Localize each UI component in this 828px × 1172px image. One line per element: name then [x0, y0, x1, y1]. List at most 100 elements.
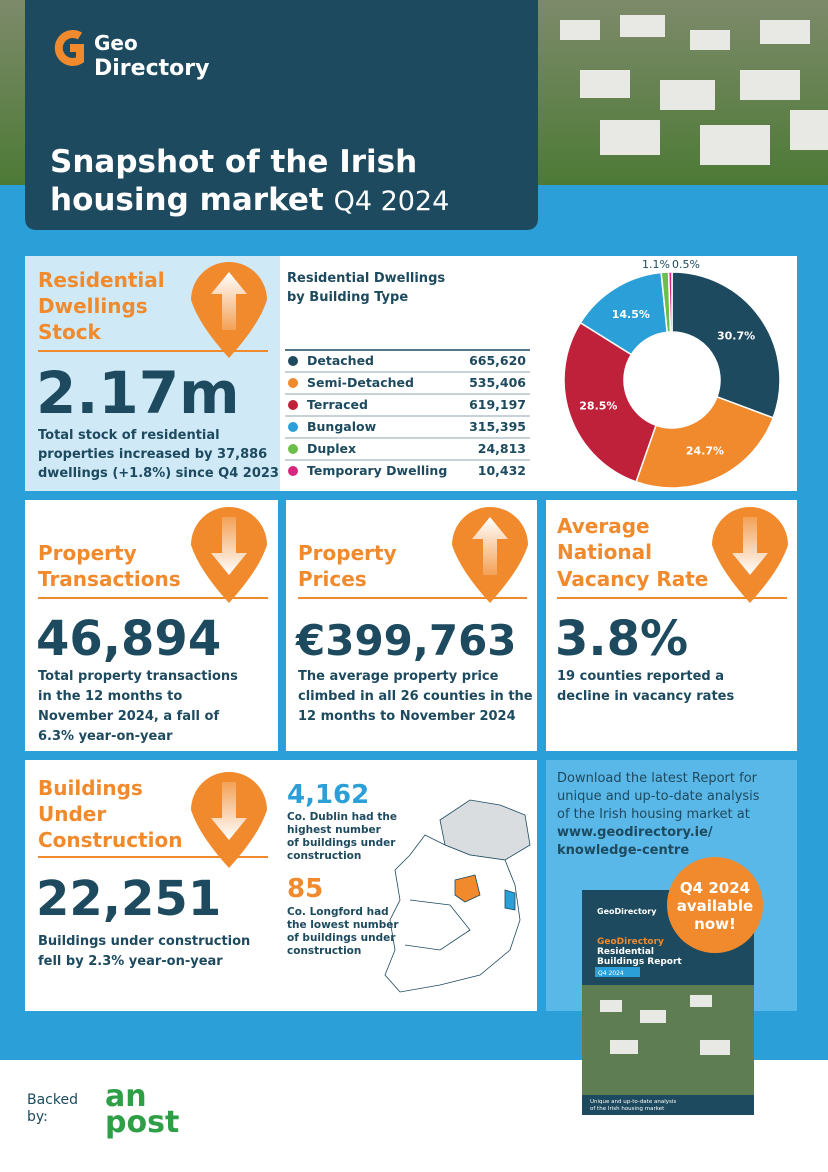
- sponsor-logo: an: [105, 1079, 147, 1114]
- description: Buildings under construction: [38, 934, 250, 949]
- stat-text: construction: [287, 945, 361, 957]
- description: 12 months to November 2024: [298, 709, 516, 724]
- cover-tagline: of the Irish housing market: [590, 1106, 665, 1112]
- description: in the 12 months to: [38, 689, 182, 704]
- legend-label: Semi-Detached: [307, 375, 414, 390]
- sponsor-logo: post: [105, 1105, 179, 1140]
- donut-slice: [635, 395, 775, 489]
- badge-text: now!: [694, 915, 736, 933]
- donut-slice: [563, 321, 657, 483]
- slice-label: 14.5%: [612, 308, 650, 321]
- download-link[interactable]: www.geodirectory.ie/: [557, 825, 713, 840]
- donut-slice: [667, 271, 673, 333]
- backed-by: by:: [27, 1109, 48, 1125]
- slice-label: 24.7%: [686, 445, 724, 458]
- cover-logo: GeoDirectory: [597, 907, 657, 916]
- legend-dot: [288, 356, 298, 366]
- cover-title: GeoDirectory: [597, 937, 664, 947]
- legend-count: 24,813: [478, 441, 526, 456]
- map: [384, 799, 531, 993]
- legend-count: 315,395: [469, 419, 526, 434]
- slice-label: 28.5%: [579, 400, 617, 413]
- heading: Average: [557, 514, 650, 538]
- description: Total property transactions: [38, 669, 238, 684]
- logo-text: Directory: [94, 56, 209, 81]
- value: 2.17m: [36, 359, 240, 427]
- stat-text: highest number: [287, 824, 382, 836]
- stat-text: Co. Longford had: [287, 906, 389, 918]
- cover-tagline: Unique and up-to-date analysis: [590, 1099, 676, 1105]
- title: Snapshot of the Irish: [50, 144, 417, 180]
- legend-dot: [288, 378, 298, 388]
- download-text: of the Irish housing market at: [557, 807, 750, 822]
- donut-slice: [671, 271, 781, 419]
- heading: Prices: [298, 567, 367, 591]
- legend-count: 665,620: [469, 353, 526, 368]
- cover-title: Residential: [597, 947, 654, 957]
- legend-label: Terraced: [307, 397, 368, 412]
- logo-text: Geo: [94, 31, 138, 55]
- description: Total stock of residential: [38, 428, 220, 443]
- badge: [667, 857, 763, 953]
- description: 6.3% year-on-year: [38, 729, 173, 744]
- legend-dot: [288, 422, 298, 432]
- chart-title: by Building Type: [287, 290, 408, 305]
- badge-text: Q4 2024: [680, 879, 750, 897]
- heading: Dwellings: [38, 294, 148, 318]
- description: dwellings (+1.8%) since Q4 2023: [38, 466, 279, 481]
- stat-text: of buildings under: [287, 932, 396, 944]
- heading: Residential: [38, 268, 165, 292]
- heading: Property: [38, 541, 137, 565]
- description: 19 counties reported a: [557, 669, 724, 684]
- legend-label: Bungalow: [307, 419, 377, 434]
- stat-text: Co. Dublin had the: [287, 811, 397, 823]
- value: €399,763: [295, 616, 517, 665]
- legend-dot: [288, 466, 298, 476]
- title-period: Q4 2024: [334, 186, 450, 217]
- chart-title: Residential Dwellings: [287, 271, 445, 286]
- slice-label: 0.5%: [672, 258, 700, 271]
- download-text: unique and up-to-date analysis: [557, 789, 760, 804]
- title: housing market Q4 2024: [50, 182, 449, 218]
- cover-title: Buildings Report: [597, 957, 682, 967]
- value: 46,894: [36, 611, 221, 667]
- slice-label: 30.7%: [717, 330, 755, 343]
- heading: Under: [38, 802, 106, 826]
- description: The average property price: [298, 669, 499, 684]
- heading: Transactions: [38, 567, 181, 591]
- stat-text: of buildings under: [287, 837, 396, 849]
- logo-mark: [54, 30, 84, 66]
- value: 3.8%: [555, 611, 688, 667]
- download-link[interactable]: knowledge-centre: [557, 843, 689, 858]
- badge-text: available: [677, 897, 753, 915]
- legend-dot: [288, 400, 298, 410]
- heading: National: [557, 540, 652, 564]
- title: housing market: [50, 182, 324, 218]
- header-panel: [25, 0, 538, 230]
- description: climbed in all 26 counties in the: [298, 689, 533, 704]
- legend-dot: [288, 444, 298, 454]
- description: decline in vacancy rates: [557, 689, 734, 704]
- description: November 2024, a fall of: [38, 709, 219, 724]
- heading: Vacancy Rate: [557, 567, 708, 591]
- stat-value: 85: [287, 874, 323, 904]
- legend-count: 535,406: [469, 375, 526, 390]
- slice-label: 1.1%: [642, 258, 670, 271]
- backed-by: Backed: [27, 1092, 78, 1108]
- stat-text: the lowest number: [287, 919, 399, 931]
- legend-count: 619,197: [469, 397, 526, 412]
- cover-period: Q4 2024: [598, 970, 624, 977]
- legend-label: Detached: [307, 353, 374, 368]
- heading: Stock: [38, 320, 102, 344]
- legend-count: 10,432: [478, 463, 526, 478]
- houses: [560, 15, 828, 165]
- heading: Buildings: [38, 776, 143, 800]
- stat-value: 4,162: [287, 780, 369, 810]
- legend-label: Duplex: [307, 441, 356, 456]
- heading: Property: [298, 541, 397, 565]
- heading: Construction: [38, 828, 182, 852]
- stat-text: construction: [287, 850, 361, 862]
- legend-label: Temporary Dwelling: [307, 463, 447, 478]
- report-cover: [582, 890, 754, 1134]
